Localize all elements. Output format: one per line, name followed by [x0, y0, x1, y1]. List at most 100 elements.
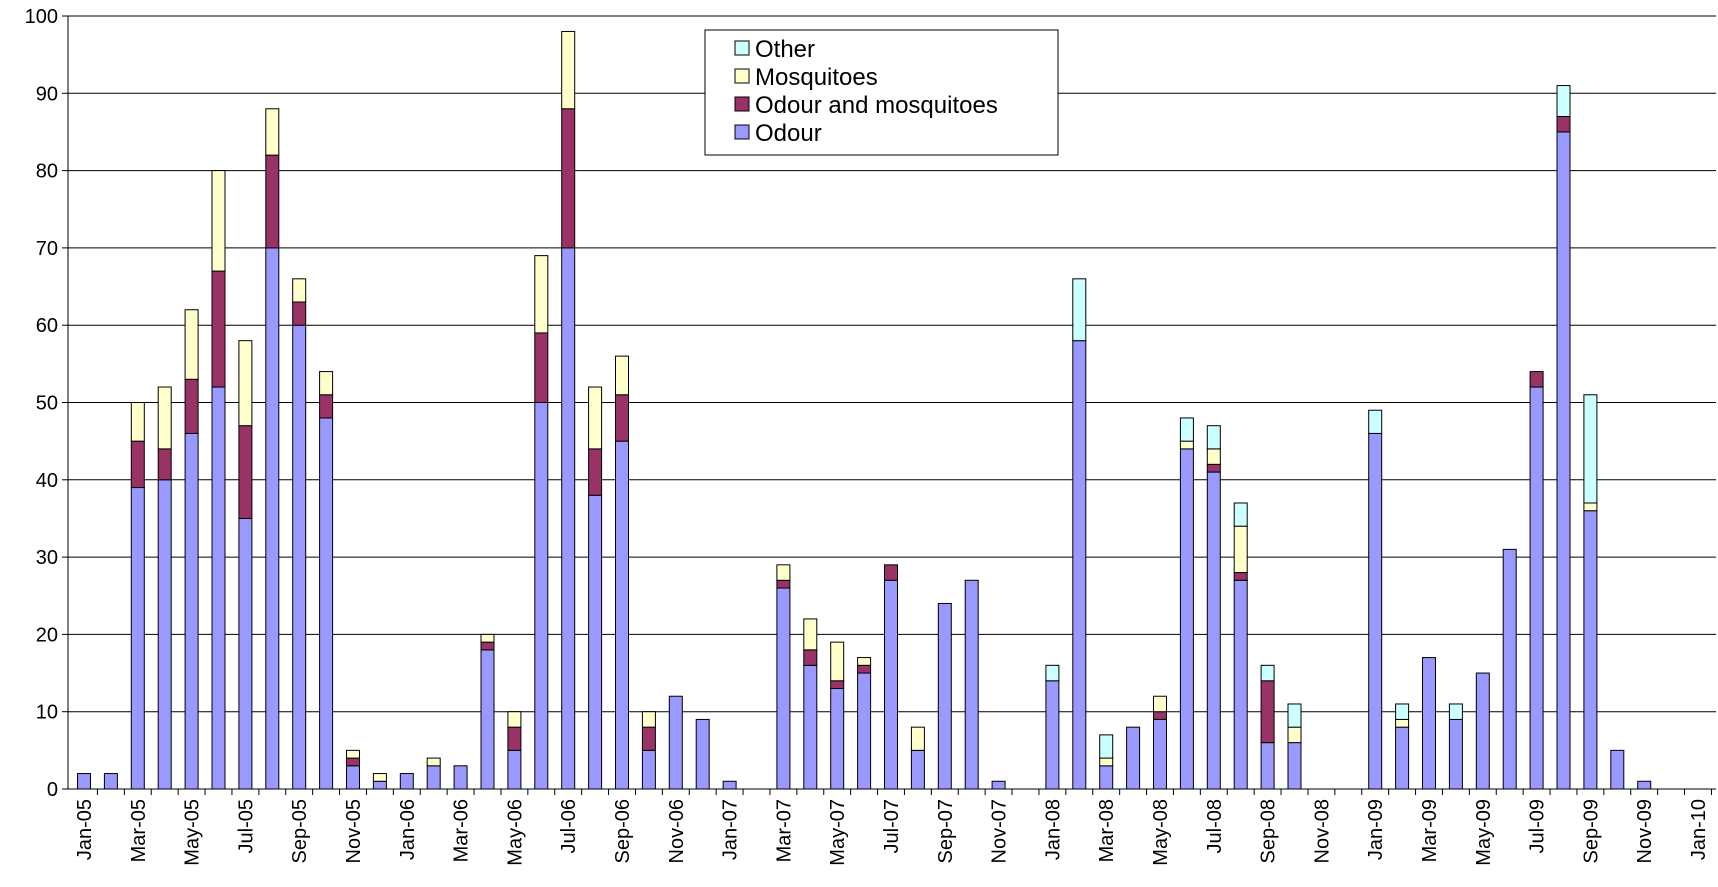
- bar-odour-mar-06: [453, 765, 468, 790]
- bar-odour-jan-07: [722, 780, 737, 790]
- x-tick-label: Sep-09: [1580, 799, 1602, 864]
- y-axis-ticks: 0 10 20 30 40 50 60 70 80 90 100: [25, 6, 68, 801]
- bar-odour-sep-06: [615, 440, 629, 790]
- legend-swatch-other: [734, 40, 750, 56]
- bar-mosquitoes-mar-08: [1099, 757, 1114, 767]
- bar-other-aug-08: [1233, 502, 1248, 527]
- x-tick-label: Jul-08: [1204, 799, 1226, 853]
- bar-mosquitoes-mar-07: [776, 564, 791, 581]
- bar-odour-may-06: [507, 749, 522, 790]
- legend-swatch-odour-and-mosquitoes: [734, 96, 750, 112]
- bar-mosquitoes-oct-06: [641, 711, 656, 728]
- bar-odour-and-mosquitoes-jul-05: [238, 425, 253, 519]
- bar-odour-and-mosquitoes-sep-06: [615, 394, 629, 442]
- bar-odour-jan-09: [1368, 432, 1383, 790]
- bar-odour-apr-05: [157, 479, 172, 790]
- bar-odour-and-mosquitoes-jun-06: [534, 332, 549, 403]
- bar-mosquitoes-apr-06: [480, 633, 495, 643]
- x-tick-label: May-06: [504, 799, 526, 866]
- x-tick-label: Jan-06: [397, 799, 419, 860]
- bar-odour-nov-06: [668, 695, 683, 790]
- y-tick-label: 50: [36, 393, 58, 415]
- bar-odour-mar-07: [776, 587, 791, 790]
- bar-mosquitoes-jun-05: [211, 170, 226, 272]
- bar-odour-dec-05: [372, 780, 387, 790]
- bar-odour-and-mosquitoes-may-05: [184, 378, 199, 434]
- bar-odour-jun-07: [857, 672, 872, 790]
- bar-mosquitoes-may-08: [1153, 695, 1167, 713]
- x-tick-label: May-05: [182, 799, 204, 866]
- bar-odour-and-mosquitoes-nov-05: [346, 757, 360, 767]
- bar-odour-and-mosquitoes-apr-07: [803, 649, 818, 666]
- bar-mosquitoes-jul-05: [238, 340, 253, 427]
- legend-box: [704, 29, 1059, 156]
- bar-odour-jul-09: [1529, 386, 1544, 790]
- bar-odour-and-mosquitoes-aug-08: [1233, 572, 1248, 581]
- bar-odour-apr-07: [803, 664, 818, 790]
- bar-odour-and-mosquitoes-sep-05: [292, 301, 307, 326]
- y-tick-label: 60: [36, 315, 58, 337]
- bar-odour-jul-08: [1206, 471, 1221, 790]
- bar-odour-aug-06: [588, 494, 603, 790]
- bar-odour-oct-05: [319, 417, 334, 790]
- bar-mosquitoes-sep-06: [615, 355, 629, 396]
- bar-odour-and-mosquitoes-jul-09: [1529, 371, 1544, 388]
- x-tick-label: Sep-05: [289, 799, 311, 864]
- bar-odour-and-mosquitoes-oct-05: [319, 394, 334, 419]
- x-tick-label: May-08: [1150, 799, 1172, 866]
- legend-entry-label: Other: [755, 36, 815, 63]
- bar-odour-and-mosquitoes-aug-09: [1556, 115, 1571, 133]
- x-tick-label: Jan-05: [74, 799, 96, 860]
- bar-odour-mar-08: [1099, 765, 1114, 790]
- bar-odour-dec-06: [695, 718, 710, 790]
- bars: [77, 30, 1652, 790]
- bar-odour-and-mosquitoes-oct-06: [641, 726, 656, 751]
- x-tick-label: May-07: [827, 799, 849, 866]
- bar-other-jan-08: [1045, 664, 1060, 682]
- bar-mosquitoes-jul-08: [1206, 448, 1221, 465]
- y-tick-label: 20: [36, 624, 58, 646]
- x-tick-label: Jan-09: [1365, 799, 1387, 860]
- bar-mosquitoes-aug-08: [1233, 525, 1248, 574]
- bar-other-mar-08: [1099, 734, 1114, 759]
- bar-odour-and-mosquitoes-jul-08: [1206, 463, 1221, 473]
- bar-mosquitoes-jun-08: [1179, 440, 1194, 450]
- x-tick-label: Jul-05: [235, 799, 257, 853]
- bar-odour-may-09: [1475, 672, 1490, 790]
- legend-swatch-odour: [734, 124, 750, 140]
- y-tick-label: 80: [36, 161, 58, 183]
- bar-odour-mar-05: [130, 487, 145, 790]
- bar-odour-jun-09: [1502, 548, 1517, 790]
- legend-entry-label: Mosquitoes: [755, 64, 878, 91]
- bar-odour-nov-09: [1637, 780, 1652, 790]
- bar-other-feb-08: [1072, 278, 1087, 342]
- bar-odour-sep-08: [1260, 742, 1275, 790]
- bar-other-jun-08: [1179, 417, 1194, 442]
- bar-other-oct-08: [1287, 703, 1302, 728]
- y-tick-label: 0: [47, 779, 58, 801]
- bar-odour-jul-07: [884, 579, 898, 790]
- bar-odour-may-08: [1153, 718, 1167, 790]
- bar-odour-may-05: [184, 432, 199, 790]
- x-axis-ticks: Jan-05 Mar-05 May-05 Jul-05 Sep-05 Nov-05 Jan-…: [74, 789, 1712, 866]
- legend-swatch-mosquitoes: [734, 68, 750, 84]
- bar-odour-feb-05: [103, 773, 118, 790]
- bar-mosquitoes-sep-05: [292, 278, 307, 303]
- bar-mosquitoes-aug-06: [588, 386, 603, 450]
- bar-odour-feb-08: [1072, 340, 1087, 790]
- bar-mosquitoes-may-05: [184, 309, 199, 380]
- y-tick-label: 70: [36, 238, 58, 260]
- bar-odour-sep-09: [1583, 510, 1598, 790]
- bar-odour-aug-08: [1233, 579, 1248, 790]
- bar-mosquitoes-oct-08: [1287, 726, 1302, 744]
- bar-other-jan-09: [1368, 409, 1383, 434]
- bar-other-sep-08: [1260, 664, 1275, 682]
- y-tick-label: 30: [36, 547, 58, 569]
- y-tick-label: 90: [36, 83, 58, 105]
- x-tick-label: Jul-09: [1527, 799, 1549, 853]
- bar-odour-aug-07: [910, 749, 925, 790]
- x-tick-label: Mar-05: [128, 799, 150, 862]
- bar-odour-and-mosquitoes-may-07: [830, 680, 845, 690]
- bar-odour-and-mosquitoes-jul-06: [561, 108, 576, 249]
